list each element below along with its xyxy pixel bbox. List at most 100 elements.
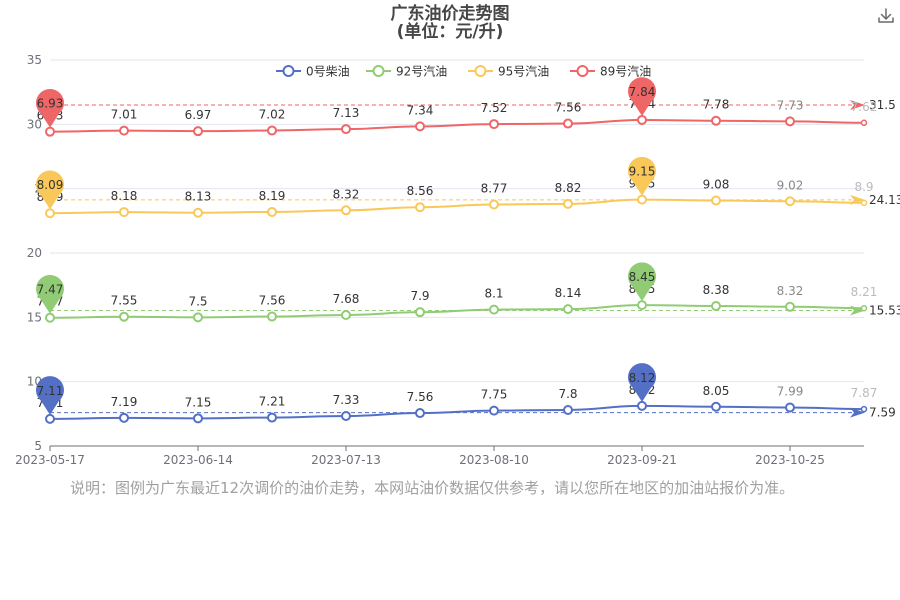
series-2-point [415, 202, 425, 213]
series-2-point [711, 195, 721, 206]
series-1-data-label: 7.68 [333, 292, 360, 306]
series-0-point [785, 402, 795, 413]
series-2-data-label: 8.9 [854, 180, 873, 194]
series-1-point [415, 307, 425, 318]
series-1-point [45, 312, 55, 323]
series-1-data-label: 8.32 [777, 284, 804, 298]
series-1-data-label: 7.9 [410, 289, 429, 303]
download-icon[interactable] [876, 6, 896, 26]
series-2-max-pin [628, 156, 657, 196]
series-0-average-label: 7.59 [869, 406, 896, 420]
series-2-point [45, 208, 55, 219]
series-1-point [860, 304, 868, 312]
series-2-data-label: 8.19 [259, 189, 286, 203]
series-1-point [341, 310, 351, 321]
series-1-data-label: 7.56 [259, 294, 286, 308]
y-tick-label: 35 [27, 53, 42, 67]
series-0-point [119, 412, 129, 423]
series-1-max-pin [628, 262, 657, 302]
series-3-data-label: 7.73 [777, 98, 804, 112]
series-3-data-label: 7.02 [259, 108, 286, 122]
series-1-point [637, 300, 647, 311]
series-0-point [489, 405, 499, 416]
series-2-line [49, 198, 865, 215]
series-3-point [45, 126, 55, 137]
y-tick-label: 30 [27, 117, 42, 131]
series-2-data-label: 8.82 [555, 181, 582, 195]
series-0-line [49, 404, 865, 420]
legend-item-1-label: 92号汽油 [396, 64, 447, 79]
series-3-max-pin-label: 7.84 [629, 85, 656, 99]
series-0-data-label: 7.56 [407, 390, 434, 404]
series-1-point [193, 312, 203, 323]
series-1-max-pin-label: 8.45 [629, 270, 656, 284]
series-3-data-label: 6.97 [185, 108, 212, 122]
series-3-point [193, 126, 203, 137]
series-1-average-label: 15.53 [869, 304, 900, 318]
legend-item-1-marker [372, 65, 385, 77]
series-2-data-label: 9.08 [703, 178, 730, 192]
series-1-point [489, 304, 499, 315]
series-0-point [341, 411, 351, 422]
series-2-point [860, 199, 868, 207]
series-0-average-arrow [850, 407, 865, 418]
series-3-min-pin-label: 6.93 [37, 97, 64, 111]
legend-item-0-label: 0号柴油 [306, 65, 350, 79]
legend-item-0-marker [282, 65, 295, 77]
series-2-data-label: 9.02 [777, 178, 804, 192]
series-0-data-label: 7.87 [851, 386, 878, 400]
series-2-data-label: 8.18 [111, 189, 138, 203]
x-tick-label: 2023-10-25 [755, 453, 825, 467]
y-tick-label: 20 [27, 246, 42, 260]
series-2-point [637, 194, 647, 205]
x-tick-label: 2023-07-13 [311, 453, 381, 467]
legend-item-3-marker [576, 65, 589, 77]
series-3-max-pin [628, 77, 656, 116]
series-0-point [415, 408, 425, 419]
series-3-point [711, 115, 721, 126]
series-1-data-label: 8.1 [484, 287, 503, 301]
series-1-data-label: 7.5 [188, 294, 207, 308]
series-2-point [563, 198, 573, 209]
x-tick-label: 2023-05-17 [15, 453, 85, 467]
x-tick-label: 2023-06-14 [163, 453, 233, 467]
series-3-line [49, 118, 865, 133]
series-1-line [49, 304, 865, 319]
series-1-point [119, 311, 129, 322]
series-3-min-pin [36, 88, 65, 128]
series-3-data-label: 7.01 [111, 108, 138, 122]
series-2-data-label: 8.13 [185, 190, 212, 204]
legend-item-2-label: 95号汽油 [498, 64, 549, 79]
series-0-min-pin [36, 376, 65, 415]
legend-item-3-label: 89号汽油 [600, 64, 651, 79]
series-3-data-label: 7.52 [481, 101, 508, 115]
series-1-data-label: 8.21 [851, 285, 878, 299]
series-1-point [785, 301, 795, 312]
y-tick-label: 5 [34, 439, 42, 453]
series-0-min-pin-label: 7.11 [37, 384, 64, 398]
series-1-min-pin [36, 274, 65, 314]
series-0-max-pin [628, 363, 657, 402]
series-3-point [785, 116, 795, 127]
series-2-point [267, 206, 277, 217]
series-1-data-label: 8.38 [703, 283, 730, 297]
series-3-point [489, 119, 499, 130]
series-3-point [563, 118, 573, 129]
series-3-data-label: 7.13 [333, 106, 360, 120]
series-0-point [193, 413, 203, 424]
series-2-data-label: 8.77 [481, 181, 508, 195]
series-0-point [563, 404, 573, 415]
series-2-point [193, 207, 203, 218]
series-3-data-label: 7.34 [407, 103, 434, 117]
series-0-data-label: 7.75 [481, 388, 508, 402]
series-0-data-label: 7.15 [185, 395, 212, 409]
series-2-point [785, 196, 795, 207]
series-0-point [711, 401, 721, 412]
series-0-data-label: 8.05 [703, 384, 730, 398]
series-1-data-label: 7.55 [111, 294, 138, 308]
chart-title: 广东油价走势图 [390, 4, 510, 24]
series-2-max-pin-label: 9.15 [629, 165, 656, 179]
series-1-point [711, 301, 721, 312]
series-3-point [341, 124, 351, 135]
